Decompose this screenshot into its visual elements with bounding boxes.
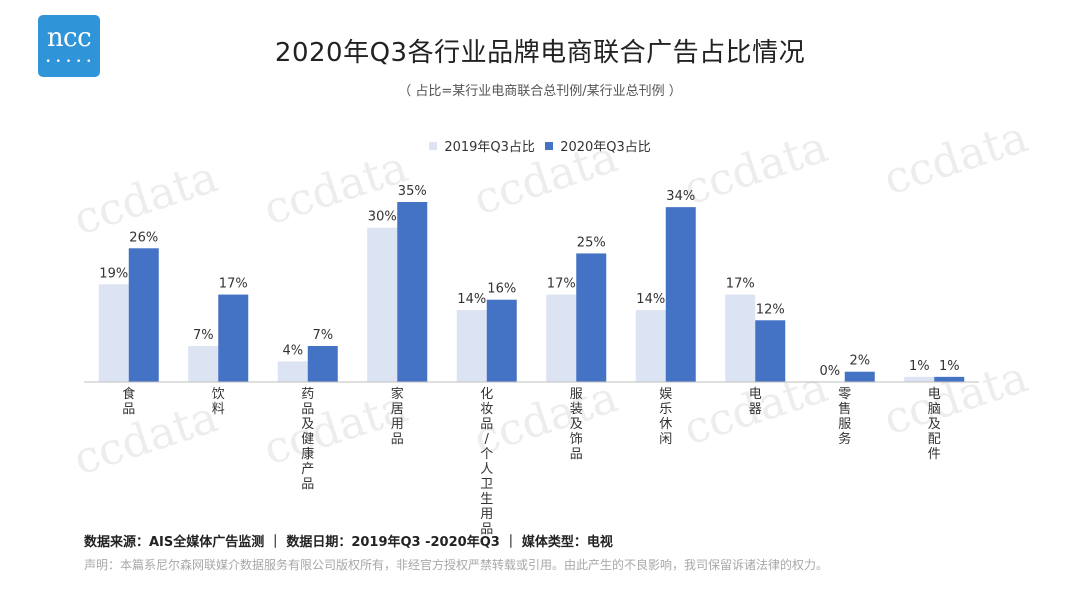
bar-2020 (397, 202, 428, 382)
data-label: 19% (99, 266, 128, 281)
bar-2019 (456, 310, 487, 382)
data-label: 14% (636, 292, 665, 307)
chart-subtitle: （ 占比=某行业电商联合总刊例/某行业总刊例 ） (398, 84, 682, 99)
bar-2019 (98, 284, 129, 382)
bar-2020 (755, 320, 786, 382)
bar-2019 (546, 294, 577, 382)
data-label: 35% (398, 184, 427, 199)
data-label: 4% (282, 343, 303, 358)
watermark-text: ccdata (68, 391, 224, 485)
category-label: 药品及健康产品 (301, 387, 314, 492)
category-label: 电脑及配件 (928, 387, 941, 462)
data-label: 34% (666, 189, 695, 204)
data-label: 7% (312, 328, 333, 343)
category-label: 食品 (122, 386, 135, 417)
category-label: 娱乐休闲 (659, 387, 672, 447)
watermark-text: ccdata (878, 111, 1034, 205)
legend-item-2020: 2020年Q3占比 (545, 136, 651, 155)
logo-text: ncc (46, 23, 92, 53)
bar-2020 (486, 299, 517, 382)
data-label: 17% (726, 277, 755, 292)
data-label: 26% (129, 230, 158, 245)
bar-2020 (934, 376, 965, 382)
data-label: 12% (756, 302, 785, 317)
legend-swatch-2020 (545, 142, 554, 150)
legend-label-2020: 2020年Q3占比 (560, 140, 651, 155)
legend-item-2019: 2019年Q3占比 (429, 136, 535, 155)
category-label: 家居用品 (391, 386, 404, 447)
data-label: 1% (909, 359, 930, 374)
data-source-line: 数据来源：AIS全媒体广告监测 ｜ 数据日期：2019年Q3 -2020年Q3 … (84, 535, 613, 550)
bar-2019 (904, 376, 935, 382)
ncc-logo: ncc • • • • • (38, 15, 100, 77)
category-label: 电器 (749, 387, 762, 417)
data-label: 16% (487, 282, 516, 297)
category-label: 饮料 (212, 387, 225, 417)
data-label: 17% (219, 277, 248, 292)
data-label: 14% (457, 292, 486, 307)
data-label: 2% (849, 354, 870, 369)
category-label: 服装及饰品 (570, 387, 583, 462)
bar-2019 (367, 227, 398, 382)
data-label: 30% (368, 210, 397, 225)
bar-2020 (665, 207, 696, 382)
data-label: 17% (547, 277, 576, 292)
bar-2020 (128, 248, 159, 382)
watermark-text: ccdata (678, 121, 834, 215)
data-label: 1% (939, 359, 960, 374)
bar-2019 (277, 361, 308, 382)
category-label: 化妆品/个人卫生用品 (480, 387, 493, 537)
chart-legend: 2019年Q3占比 2020年Q3占比 (0, 136, 1080, 155)
category-label: 零售服务 (838, 387, 851, 447)
bar-2020 (844, 371, 875, 382)
data-label: 7% (193, 328, 214, 343)
bar-2020 (576, 253, 607, 382)
bar-2020 (307, 346, 338, 382)
watermark-text: ccdata (468, 131, 624, 225)
data-label: 0% (819, 364, 840, 379)
legend-swatch-2019 (429, 142, 438, 150)
data-label: 25% (577, 235, 606, 250)
bar-2020 (218, 294, 249, 382)
bar-2019 (725, 294, 756, 382)
bar-2019 (635, 310, 666, 382)
copyright-statement: 声明：本篇系尼尔森网联媒介数据服务有限公司版权所有，非经官方授权严禁转载或引用。… (84, 558, 829, 572)
chart-title: 2020年Q3各行业品牌电商联合广告占比情况 (274, 38, 806, 68)
logo-dots: • • • • • (45, 57, 93, 67)
bar-2019 (188, 346, 219, 382)
legend-label-2019: 2019年Q3占比 (444, 140, 535, 155)
